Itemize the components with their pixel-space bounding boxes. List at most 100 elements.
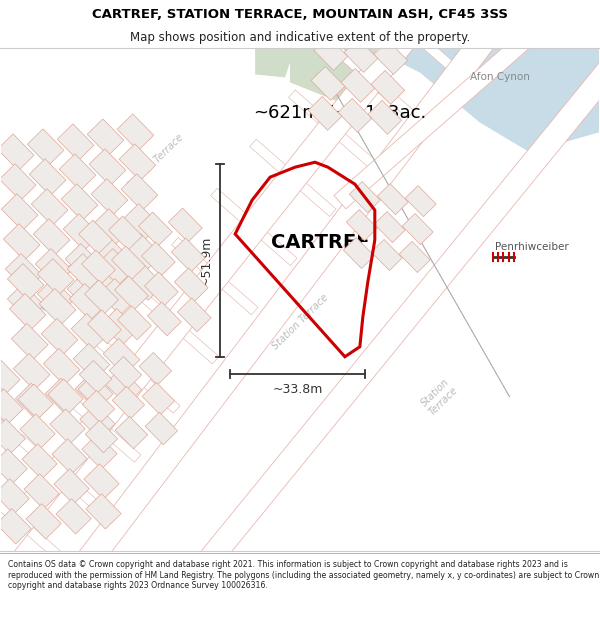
Polygon shape <box>18 384 53 419</box>
Polygon shape <box>95 239 132 276</box>
Polygon shape <box>52 439 87 474</box>
Polygon shape <box>24 474 59 509</box>
Polygon shape <box>26 504 61 539</box>
Polygon shape <box>109 356 142 389</box>
Polygon shape <box>59 154 96 191</box>
Polygon shape <box>115 276 148 310</box>
Polygon shape <box>119 144 156 181</box>
Polygon shape <box>0 164 36 201</box>
Text: Station Terrace: Station Terrace <box>125 132 185 192</box>
Polygon shape <box>39 289 76 325</box>
Polygon shape <box>97 269 134 305</box>
Polygon shape <box>109 216 142 250</box>
Polygon shape <box>127 264 164 300</box>
Polygon shape <box>31 189 68 226</box>
Polygon shape <box>367 0 453 69</box>
Polygon shape <box>79 220 112 254</box>
Polygon shape <box>85 420 118 452</box>
Polygon shape <box>82 250 115 284</box>
Polygon shape <box>78 374 113 409</box>
Polygon shape <box>0 0 451 580</box>
Text: Map shows position and indicative extent of the property.: Map shows position and indicative extent… <box>130 31 470 44</box>
Polygon shape <box>43 348 80 385</box>
Polygon shape <box>0 509 31 544</box>
Polygon shape <box>91 179 128 216</box>
Polygon shape <box>145 272 178 306</box>
Polygon shape <box>377 184 408 214</box>
Polygon shape <box>255 48 295 78</box>
Polygon shape <box>145 412 178 445</box>
Polygon shape <box>88 310 121 344</box>
Polygon shape <box>87 119 124 156</box>
Polygon shape <box>69 284 106 320</box>
Polygon shape <box>112 386 145 419</box>
Polygon shape <box>84 464 119 499</box>
Polygon shape <box>0 532 24 610</box>
Polygon shape <box>123 204 160 241</box>
Polygon shape <box>371 71 404 104</box>
Polygon shape <box>405 186 436 217</box>
Polygon shape <box>103 338 140 375</box>
Polygon shape <box>28 129 64 166</box>
Polygon shape <box>65 244 102 281</box>
Text: Penrhiwceiber Road: Penrhiwceiber Road <box>20 248 91 336</box>
Polygon shape <box>0 419 25 454</box>
Polygon shape <box>89 149 126 186</box>
Polygon shape <box>79 361 112 393</box>
Polygon shape <box>117 114 154 151</box>
Polygon shape <box>290 48 390 102</box>
Polygon shape <box>94 336 180 413</box>
Polygon shape <box>374 41 407 74</box>
Text: Station
Terrace: Station Terrace <box>419 376 460 417</box>
Polygon shape <box>4 224 40 261</box>
Polygon shape <box>175 268 208 302</box>
Polygon shape <box>20 414 55 449</box>
Polygon shape <box>67 254 104 290</box>
Polygon shape <box>16 383 52 420</box>
Polygon shape <box>85 280 118 314</box>
Polygon shape <box>118 306 151 340</box>
Polygon shape <box>61 184 98 221</box>
Text: Contains OS data © Crown copyright and database right 2021. This information is : Contains OS data © Crown copyright and d… <box>8 560 599 590</box>
Text: Penrhiwceiber: Penrhiwceiber <box>494 242 568 252</box>
Polygon shape <box>142 242 175 276</box>
Polygon shape <box>374 211 405 242</box>
Polygon shape <box>5 254 42 290</box>
Polygon shape <box>371 239 402 271</box>
Polygon shape <box>112 246 145 280</box>
Polygon shape <box>22 444 57 479</box>
Polygon shape <box>311 66 345 101</box>
Text: ~51.9m: ~51.9m <box>200 235 213 286</box>
Polygon shape <box>191 25 600 579</box>
Polygon shape <box>402 214 433 244</box>
Polygon shape <box>314 36 348 71</box>
Polygon shape <box>50 409 85 444</box>
Polygon shape <box>349 182 380 213</box>
Polygon shape <box>34 219 70 256</box>
Polygon shape <box>93 209 130 246</box>
Polygon shape <box>73 343 110 380</box>
Polygon shape <box>338 98 372 132</box>
Polygon shape <box>1 194 38 231</box>
Polygon shape <box>16 434 102 511</box>
Polygon shape <box>370 48 599 152</box>
Polygon shape <box>13 353 50 390</box>
Polygon shape <box>86 494 121 529</box>
Text: Afon Cynon: Afon Cynon <box>470 72 529 82</box>
Polygon shape <box>133 287 219 364</box>
Polygon shape <box>71 313 108 350</box>
Polygon shape <box>139 352 172 385</box>
Polygon shape <box>172 238 205 272</box>
Text: Station Terrace: Station Terrace <box>270 292 330 351</box>
Polygon shape <box>178 298 211 332</box>
Polygon shape <box>346 209 377 241</box>
Polygon shape <box>82 391 115 423</box>
Polygon shape <box>0 449 28 484</box>
Polygon shape <box>45 378 82 415</box>
Polygon shape <box>211 188 297 266</box>
Polygon shape <box>139 212 172 246</box>
Polygon shape <box>101 309 138 345</box>
Polygon shape <box>37 259 74 295</box>
Text: CARTREF, STATION TERRACE, MOUNTAIN ASH, CF45 3SS: CARTREF, STATION TERRACE, MOUNTAIN ASH, … <box>92 8 508 21</box>
Polygon shape <box>148 302 181 336</box>
